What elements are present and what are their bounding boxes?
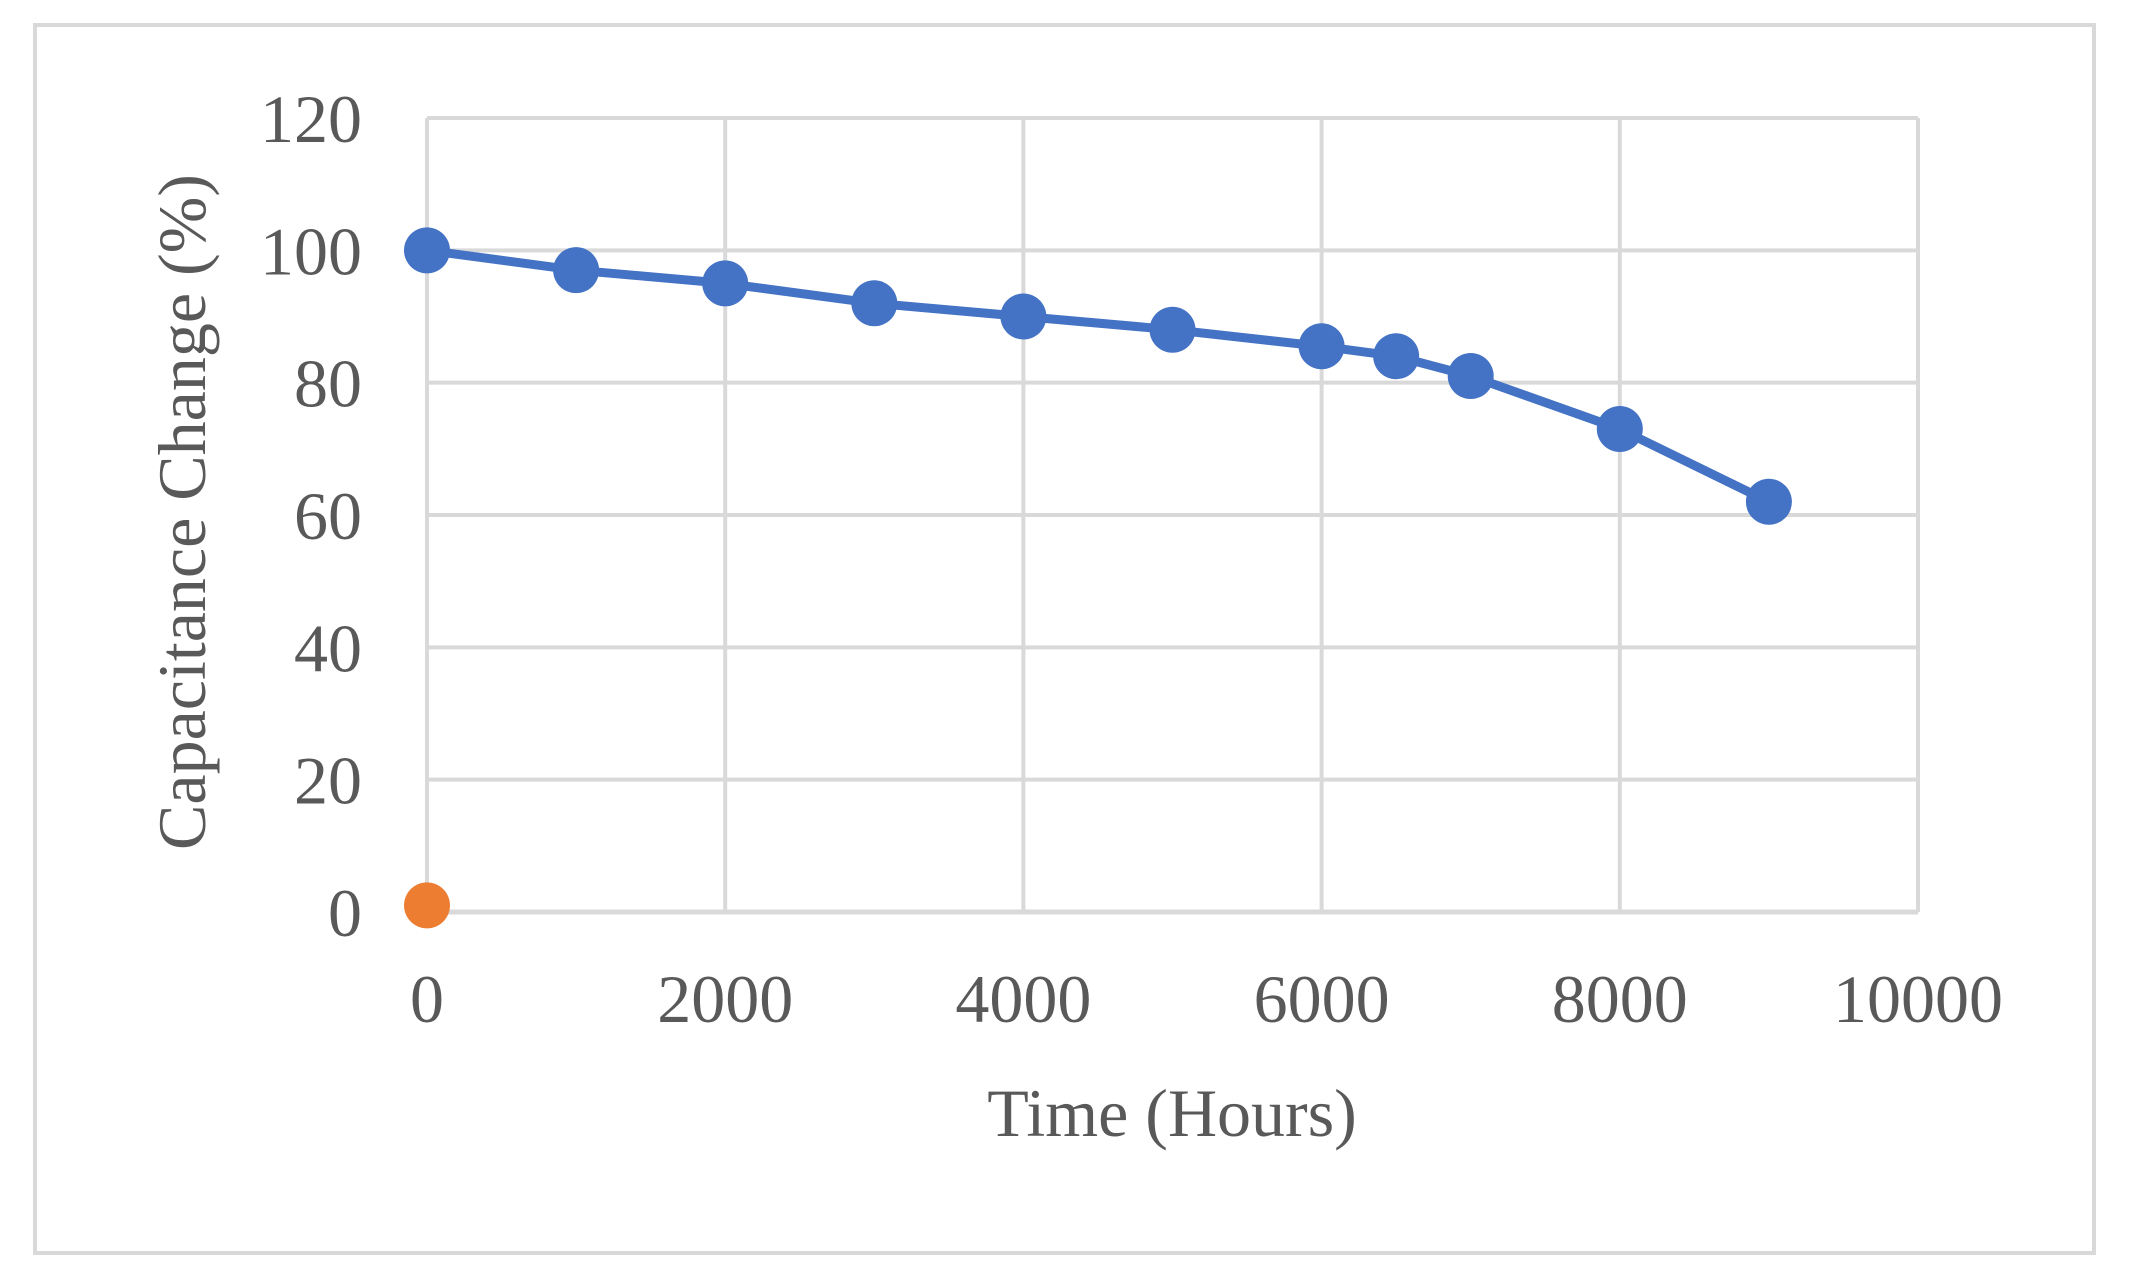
data-point bbox=[851, 280, 898, 327]
tick-labels: 0 2000 4000 6000 8000 10000 0 20 40 60 80 100 120 bbox=[260, 81, 2003, 1037]
data-point bbox=[702, 260, 749, 307]
series bbox=[404, 227, 1792, 929]
x-tick-label: 2000 bbox=[657, 961, 793, 1037]
y-tick-label: 80 bbox=[294, 346, 362, 422]
data-point bbox=[1298, 323, 1345, 370]
data-point bbox=[1596, 405, 1643, 452]
data-point bbox=[1745, 478, 1792, 525]
y-tick-label: 20 bbox=[294, 743, 362, 819]
chart-frame bbox=[33, 23, 2096, 1255]
y-tick-label: 100 bbox=[260, 213, 362, 289]
data-point bbox=[1447, 353, 1494, 400]
data-point-secondary bbox=[404, 882, 450, 929]
x-tick-label: 10000 bbox=[1833, 961, 2003, 1037]
x-tick-label: 4000 bbox=[955, 961, 1091, 1037]
series-line bbox=[422, 245, 1774, 507]
x-tick-label: 8000 bbox=[1552, 961, 1688, 1037]
y-tick-label: 60 bbox=[294, 478, 362, 554]
x-tick-label: 0 bbox=[410, 961, 444, 1037]
x-axis-title: Time (Hours) bbox=[987, 1075, 1357, 1151]
y-tick-label: 40 bbox=[294, 610, 362, 686]
data-point bbox=[553, 247, 600, 294]
x-tick-label: 6000 bbox=[1254, 961, 1390, 1037]
data-point bbox=[1000, 293, 1047, 340]
data-point bbox=[1373, 333, 1420, 380]
data-point bbox=[404, 227, 450, 274]
y-tick-label: 0 bbox=[328, 875, 362, 951]
y-axis-title: Capacitance Change (%) bbox=[144, 174, 220, 850]
y-tick-label: 120 bbox=[260, 81, 362, 157]
data-point bbox=[1149, 306, 1196, 353]
grid bbox=[425, 116, 1920, 912]
